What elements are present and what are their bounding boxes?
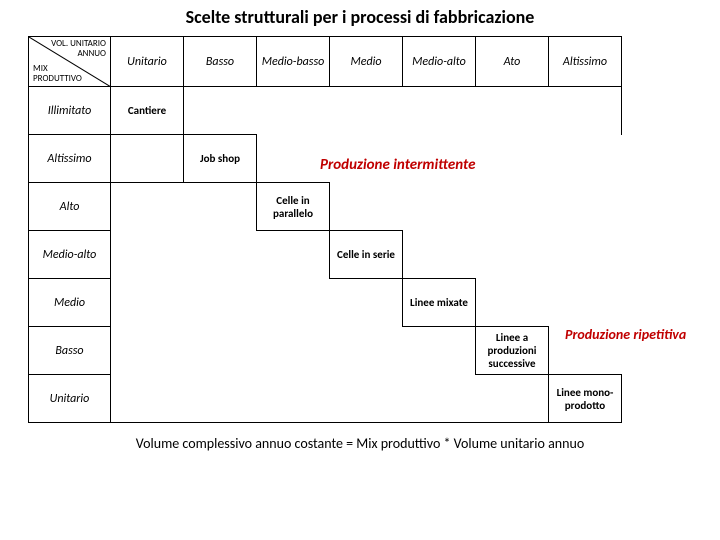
col-header: Medio-basso: [257, 37, 330, 87]
table-row: Medio Linee mixate: [29, 279, 622, 327]
diag-cell: Job shop: [184, 135, 257, 183]
diag-cell: Linee mono-prodotto: [549, 375, 622, 423]
row-header: Medio-alto: [29, 231, 111, 279]
col-header: Medio-alto: [403, 37, 476, 87]
diag-cell: Celle in serie: [330, 231, 403, 279]
row-header: Medio: [29, 279, 111, 327]
table-row: Illimitato Cantiere: [29, 87, 622, 135]
row-header: Unitario: [29, 375, 111, 423]
empty-cell: [111, 135, 184, 183]
col-header: Altissimo: [549, 37, 622, 87]
diag-cell: Linee a produzioni successive: [476, 327, 549, 375]
empty-region: [111, 279, 403, 327]
empty-region: [111, 183, 257, 231]
row-header: Illimitato: [29, 87, 111, 135]
table-row: Basso Linee a produzioni successive: [29, 327, 622, 375]
empty-region: [184, 87, 622, 135]
diag-cell: Celle in parallelo: [257, 183, 330, 231]
empty-region: [476, 279, 622, 327]
diag-cell: Cantiere: [111, 87, 184, 135]
empty-region: [403, 231, 622, 279]
empty-region: [111, 327, 476, 375]
empty-region: [330, 183, 622, 231]
band-intermittente-label: Produzione intermittente: [320, 156, 475, 174]
empty-region: [111, 231, 330, 279]
col-header: Unitario: [111, 37, 184, 87]
corner-cell: VOL. UNITARIOANNUO MIXPRODUTTIVO: [29, 37, 111, 87]
diag-cell: Linee mixate: [403, 279, 476, 327]
col-header: Basso: [184, 37, 257, 87]
table-row: Medio-alto Celle in serie: [29, 231, 622, 279]
col-header: Medio: [330, 37, 403, 87]
col-header: Ato: [476, 37, 549, 87]
page-title: Scelte strutturali per i processi di fab…: [0, 0, 720, 36]
band-ripetitiva-label: Produzione ripetitiva: [565, 326, 686, 343]
empty-region: [111, 375, 549, 423]
header-row: VOL. UNITARIOANNUO MIXPRODUTTIVO Unitari…: [29, 37, 622, 87]
table-row: Unitario Linee mono-prodotto: [29, 375, 622, 423]
row-header: Basso: [29, 327, 111, 375]
table-row: Alto Celle in parallelo: [29, 183, 622, 231]
row-header: Alto: [29, 183, 111, 231]
row-header: Altissimo: [29, 135, 111, 183]
footer-formula: Volume complessivo annuo costante = Mix …: [0, 423, 720, 452]
matrix-table: VOL. UNITARIOANNUO MIXPRODUTTIVO Unitari…: [28, 36, 622, 423]
